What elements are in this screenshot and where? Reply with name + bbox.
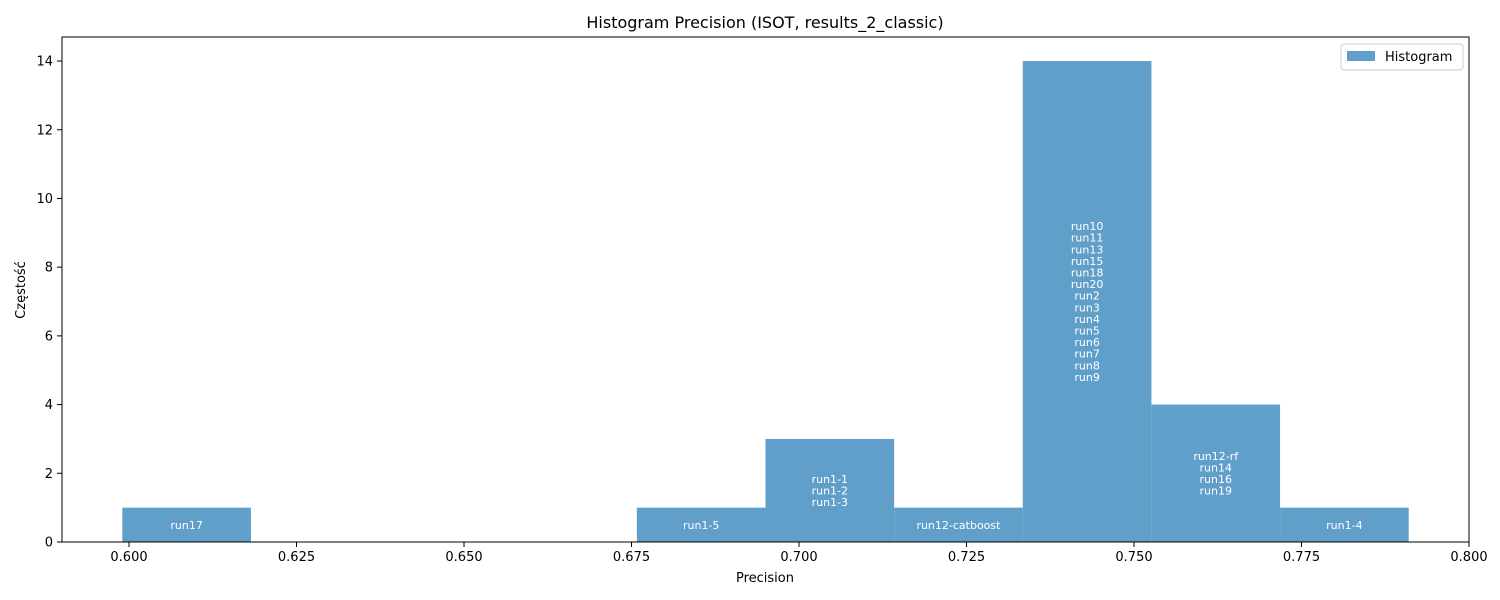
- bar-run-label: run20: [1071, 278, 1103, 291]
- bar-run-label: run6: [1074, 336, 1099, 349]
- x-tick-label: 0.800: [1450, 550, 1487, 565]
- bar-run-label: run19: [1200, 485, 1232, 498]
- y-tick-label: 8: [45, 261, 53, 276]
- bar-run-label: run8: [1074, 359, 1099, 372]
- bar-run-label: run3: [1074, 301, 1099, 314]
- x-axis: 0.600 0.625 0.650 0.675 0.700 0.725 0.750 0.775…: [110, 542, 1488, 565]
- legend-swatch: [1347, 51, 1375, 61]
- y-axis-label: Częstość: [14, 261, 29, 319]
- bar-run-label: run12-rf: [1193, 450, 1239, 463]
- y-tick-label: 0: [45, 536, 53, 551]
- x-tick-label: 0.600: [110, 550, 147, 565]
- bars-group: [122, 61, 1409, 543]
- bar-run-label: run7: [1074, 348, 1099, 361]
- chart-title: Histogram Precision (ISOT, results_2_cla…: [586, 13, 943, 33]
- y-tick-label: 6: [45, 329, 53, 344]
- x-axis-label: Precision: [736, 571, 794, 586]
- histogram-bar: [1151, 404, 1281, 542]
- bar-run-label: run1-3: [812, 496, 848, 509]
- histogram-bar: [765, 438, 895, 542]
- legend: Histogram: [1340, 43, 1464, 71]
- bar-run-label: run1-2: [812, 484, 848, 497]
- bar-run-label: run12-catboost: [916, 519, 1001, 532]
- bar-run-label: run14: [1200, 461, 1232, 474]
- bar-run-label: run10: [1071, 220, 1103, 233]
- y-tick-label: 4: [45, 398, 53, 413]
- x-tick-label: 0.750: [1115, 550, 1152, 565]
- legend-box: [1340, 43, 1464, 71]
- x-tick-label: 0.650: [445, 550, 482, 565]
- bar-run-label: run15: [1071, 255, 1103, 268]
- histogram-bar: [1280, 507, 1409, 542]
- bar-run-label: run9: [1074, 371, 1099, 384]
- bar-run-label: run17: [170, 519, 202, 532]
- x-tick-label: 0.775: [1283, 550, 1320, 565]
- x-tick-label: 0.625: [278, 550, 315, 565]
- bar-run-label: run1-4: [1326, 519, 1362, 532]
- bar-run-label: run4: [1074, 313, 1099, 326]
- y-axis: 0 2 4 6 8 10 12 14: [36, 55, 62, 551]
- bar-run-label: run13: [1071, 243, 1103, 256]
- bar-run-label: run11: [1071, 232, 1103, 245]
- histogram-bar: [122, 507, 251, 542]
- y-tick-label: 12: [36, 123, 53, 138]
- histogram-bar: [636, 507, 766, 542]
- bar-run-label: run1-5: [683, 519, 719, 532]
- bar-run-label: run18: [1071, 267, 1103, 280]
- histogram-bar: [1022, 61, 1152, 543]
- x-tick-label: 0.725: [948, 550, 985, 565]
- legend-label: Histogram: [1385, 50, 1452, 65]
- y-tick-label: 10: [36, 192, 53, 207]
- x-tick-label: 0.675: [613, 550, 650, 565]
- x-tick-label: 0.700: [780, 550, 817, 565]
- bar-run-label: run5: [1074, 325, 1099, 338]
- plot-frame: [61, 36, 1470, 543]
- y-tick-label: 14: [36, 55, 53, 70]
- histogram-bar: [894, 507, 1023, 542]
- bar-run-label: run1-1: [812, 473, 848, 486]
- bar-run-label: run2: [1074, 290, 1099, 303]
- y-tick-label: 2: [45, 467, 53, 482]
- bar-run-label: run16: [1200, 473, 1232, 486]
